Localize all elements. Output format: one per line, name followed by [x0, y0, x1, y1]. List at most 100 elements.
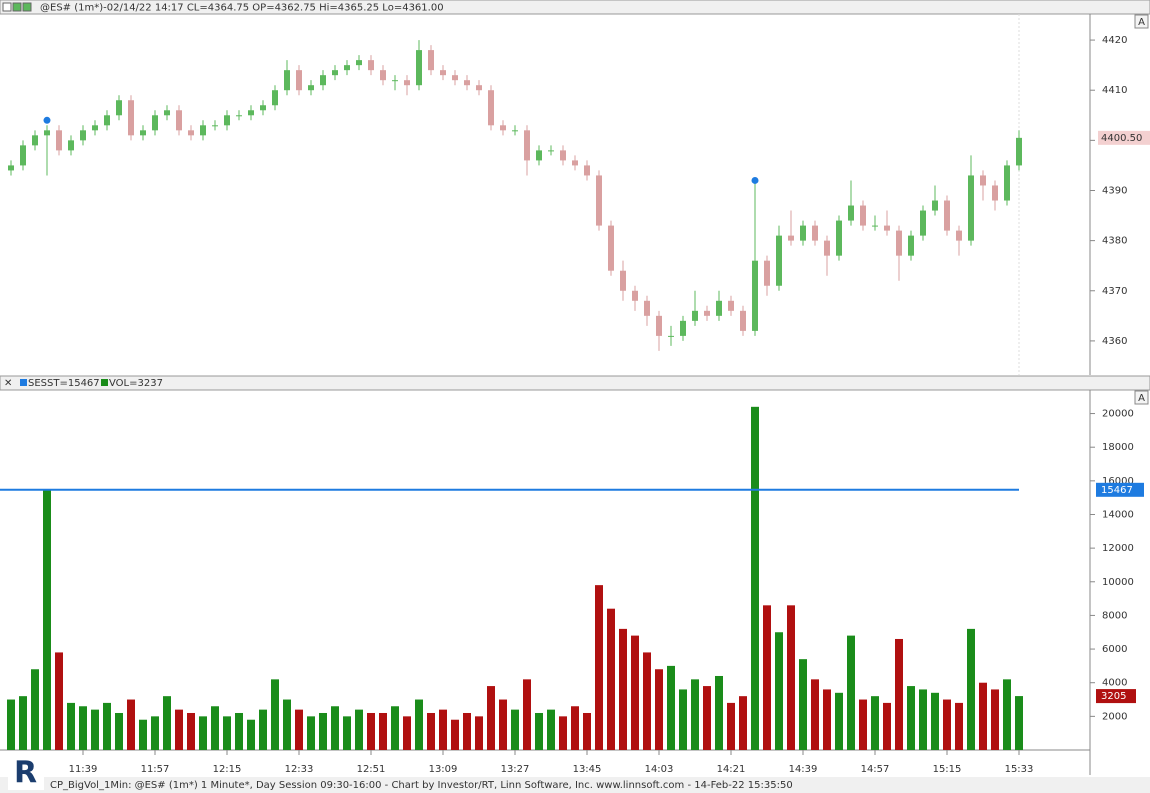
volume-bar — [739, 696, 747, 750]
close-icon[interactable]: ✕ — [4, 378, 12, 389]
volume-bar — [571, 706, 579, 750]
candle-body — [224, 115, 230, 126]
candle-body — [704, 310, 710, 316]
candle-body — [572, 160, 578, 166]
window-icon[interactable] — [2, 2, 12, 12]
volume-bar — [775, 632, 783, 750]
volume-bar — [211, 706, 219, 750]
x-tick-label: 13:45 — [573, 764, 602, 775]
candle-body — [788, 235, 794, 241]
candle-body — [236, 115, 242, 117]
x-tick-label: 11:39 — [69, 764, 98, 775]
candle-body — [680, 320, 686, 336]
volume-bar — [643, 652, 651, 750]
volume-bar — [559, 716, 567, 750]
volume-bar — [1015, 696, 1023, 750]
candle-body — [860, 205, 866, 226]
candle-body — [824, 240, 830, 256]
candle-body — [956, 230, 962, 241]
volume-bar — [283, 699, 291, 750]
candle-body — [8, 165, 14, 171]
volume-bar — [691, 679, 699, 750]
candle-body — [200, 125, 206, 136]
y-tick-label: 18000 — [1102, 442, 1134, 453]
volume-bar — [55, 652, 63, 750]
candle-body — [776, 235, 782, 286]
svg-text:R: R — [14, 756, 37, 791]
last-volume-label: 3205 — [1101, 691, 1126, 702]
autoscale-button[interactable] — [1134, 14, 1149, 29]
candle-body — [884, 225, 890, 231]
volume-bar — [67, 702, 75, 750]
window-icon[interactable] — [22, 2, 32, 12]
volume-bar — [235, 712, 243, 750]
last-volume-tag — [1096, 689, 1136, 704]
volume-bar — [91, 709, 99, 750]
candle-body — [980, 175, 986, 186]
volume-bar — [727, 702, 735, 750]
volume-bar — [847, 635, 855, 750]
candle-body — [416, 50, 422, 86]
candle-body — [620, 270, 626, 291]
candle-body — [656, 315, 662, 336]
volume-bar — [487, 686, 495, 750]
legend-entry: SESST=15467 — [28, 378, 100, 389]
y-tick-label: 6000 — [1102, 644, 1127, 655]
candle-body — [548, 150, 554, 152]
autoscale-button[interactable] — [1134, 390, 1149, 405]
candle-body — [728, 300, 734, 311]
volume-bar — [619, 628, 627, 750]
volume-bar — [223, 716, 231, 750]
window-icon[interactable] — [12, 2, 22, 12]
candle-body — [764, 260, 770, 286]
volume-bar — [511, 709, 519, 750]
volume-bar — [199, 716, 207, 750]
candle-body — [80, 130, 86, 141]
candle-body — [524, 130, 530, 161]
volume-bar — [811, 679, 819, 750]
volume-bar — [499, 699, 507, 750]
volume-bar — [967, 628, 975, 750]
x-tick-label: 13:27 — [501, 764, 530, 775]
volume-bar — [415, 699, 423, 750]
volume-bar — [187, 712, 195, 750]
candle-body — [116, 100, 122, 116]
candle-body — [740, 310, 746, 331]
candle-body — [692, 310, 698, 321]
candle-body — [284, 70, 290, 91]
x-tick-label: 14:03 — [645, 764, 674, 775]
volume-bar — [547, 709, 555, 750]
x-tick-label: 14:57 — [861, 764, 890, 775]
candle-body — [560, 150, 566, 161]
volume-bar — [787, 605, 795, 750]
candle-body — [536, 150, 542, 161]
volume-bar — [823, 689, 831, 750]
price-header — [0, 0, 1150, 15]
volume-bar — [163, 696, 171, 750]
candle-body — [464, 80, 470, 86]
candle-body — [272, 90, 278, 106]
candle-body — [584, 165, 590, 176]
candle-body — [1004, 165, 1010, 201]
candle-body — [716, 300, 722, 316]
volume-bar — [871, 696, 879, 750]
volume-bar — [175, 709, 183, 750]
volume-bar — [895, 638, 903, 750]
volume-bar — [631, 635, 639, 750]
volume-bar — [307, 716, 315, 750]
last-price-label: 4400.50 — [1101, 133, 1142, 144]
candle-body — [344, 65, 350, 71]
candle-body — [44, 130, 50, 136]
volume-bar — [115, 712, 123, 750]
candle-body — [368, 60, 374, 71]
x-tick-label: 12:51 — [357, 764, 386, 775]
candle-body — [296, 70, 302, 91]
volume-bar — [403, 716, 411, 750]
x-tick-label: 13:09 — [429, 764, 458, 775]
volume-bar — [859, 699, 867, 750]
candle-body — [836, 220, 842, 256]
candle-body — [428, 50, 434, 71]
x-tick-label: 15:15 — [933, 764, 962, 775]
volume-bar — [391, 706, 399, 750]
signal-dot — [43, 116, 51, 124]
